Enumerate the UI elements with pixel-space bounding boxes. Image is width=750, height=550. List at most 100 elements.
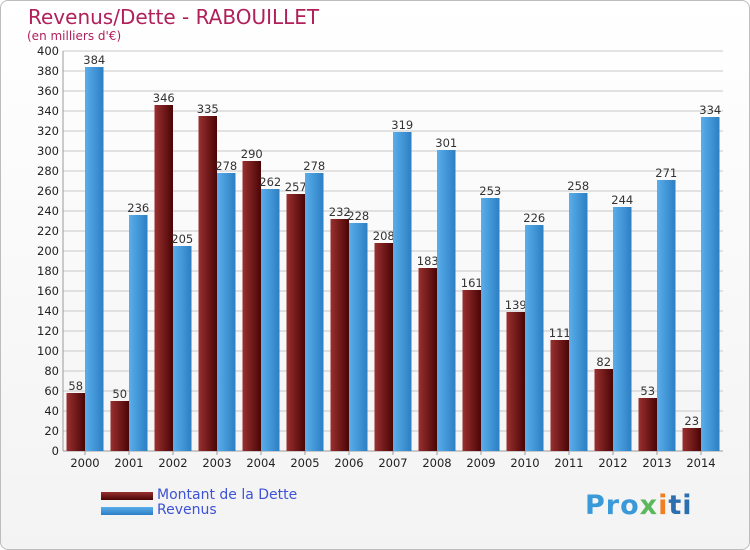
bar-revenus-2009 bbox=[481, 198, 500, 451]
bar-dette-2004 bbox=[242, 161, 261, 451]
y-tick-label: 100 bbox=[37, 344, 59, 358]
y-tick-label: 200 bbox=[37, 244, 59, 258]
data-label-revenus-2014: 334 bbox=[699, 103, 721, 117]
bar-dette-2006 bbox=[330, 219, 349, 451]
data-label-revenus-2002: 205 bbox=[171, 232, 193, 246]
bar-dette-2003 bbox=[198, 116, 217, 451]
x-tick-label: 2004 bbox=[246, 456, 275, 470]
bar-dette-2012 bbox=[594, 369, 613, 451]
x-tick-label: 2001 bbox=[114, 456, 143, 470]
y-tick-label: 180 bbox=[37, 264, 59, 278]
data-label-revenus-2008: 301 bbox=[435, 136, 457, 150]
data-label-dette-2002: 346 bbox=[153, 91, 175, 105]
y-axis-ticks: 0 20 40 60 80 100 120 140 160 180 200 220 240 260 280 3… bbox=[37, 44, 59, 458]
legend-label-revenus: Revenus bbox=[157, 502, 217, 518]
bar-revenus-2002 bbox=[173, 246, 192, 451]
bar-dette-2001 bbox=[110, 401, 129, 451]
bar-dette-2010 bbox=[506, 312, 525, 451]
x-tick-label: 2005 bbox=[290, 456, 319, 470]
data-label-revenus-2000: 384 bbox=[83, 53, 105, 67]
x-tick-label: 2003 bbox=[202, 456, 231, 470]
bar-revenus-2010 bbox=[525, 225, 544, 451]
bar-dette-2014 bbox=[682, 428, 701, 451]
y-tick-label: 380 bbox=[37, 64, 59, 78]
bar-revenus-2007 bbox=[393, 132, 412, 451]
data-label-dette-2006: 232 bbox=[329, 205, 351, 219]
y-tick-label: 340 bbox=[37, 104, 59, 118]
bar-dette-2013 bbox=[638, 398, 657, 451]
data-label-dette-2010: 139 bbox=[505, 298, 527, 312]
data-label-revenus-2011: 258 bbox=[567, 179, 589, 193]
data-label-revenus-2005: 278 bbox=[303, 159, 325, 173]
y-tick-label: 300 bbox=[37, 144, 59, 158]
bars: 58 384 50 236 346 205 335 278 290 262 257 278 232228… bbox=[66, 53, 721, 451]
y-tick-label: 220 bbox=[37, 224, 59, 238]
x-tick-label: 2010 bbox=[510, 456, 539, 470]
data-label-revenus-2013: 271 bbox=[655, 166, 677, 180]
x-tick-label: 2014 bbox=[686, 456, 715, 470]
x-tick-label: 2006 bbox=[334, 456, 363, 470]
bar-dette-2009 bbox=[462, 290, 481, 451]
y-tick-label: 240 bbox=[37, 204, 59, 218]
legend-label-dette: Montant de la Dette bbox=[157, 487, 298, 503]
bar-revenus-2012 bbox=[613, 207, 632, 451]
data-label-dette-2013: 53 bbox=[640, 384, 655, 398]
bar-dette-2000 bbox=[66, 393, 85, 451]
bar-revenus-2000 bbox=[85, 67, 104, 451]
y-tick-label: 140 bbox=[37, 304, 59, 318]
data-label-dette-2004: 290 bbox=[241, 147, 263, 161]
bar-revenus-2011 bbox=[569, 193, 588, 451]
data-label-dette-2000: 58 bbox=[68, 379, 83, 393]
data-label-revenus-2012: 244 bbox=[611, 193, 633, 207]
data-label-revenus-2007: 319 bbox=[391, 118, 413, 132]
bar-revenus-2008 bbox=[437, 150, 456, 451]
x-tick-label: 2008 bbox=[422, 456, 451, 470]
x-tick-label: 2000 bbox=[70, 456, 99, 470]
legend-swatch-revenus bbox=[101, 507, 153, 515]
bar-revenus-2004 bbox=[261, 189, 280, 451]
data-label-revenus-2009: 253 bbox=[479, 184, 501, 198]
y-tick-label: 0 bbox=[52, 444, 59, 458]
y-tick-label: 120 bbox=[37, 324, 59, 338]
y-tick-label: 400 bbox=[37, 44, 59, 58]
data-label-revenus-2010: 226 bbox=[523, 211, 545, 225]
data-label-revenus-2003: 278 bbox=[215, 159, 237, 173]
bar-revenus-2006 bbox=[349, 223, 368, 451]
bar-dette-2008 bbox=[418, 268, 437, 451]
data-label-dette-2008: 183 bbox=[417, 254, 439, 268]
bar-dette-2005 bbox=[286, 194, 305, 451]
bar-dette-2007 bbox=[374, 243, 393, 451]
x-tick-label: 2011 bbox=[554, 456, 583, 470]
data-label-dette-2007: 208 bbox=[373, 229, 395, 243]
legend-swatch-dette bbox=[101, 492, 153, 500]
x-tick-label: 2009 bbox=[466, 456, 495, 470]
y-tick-label: 20 bbox=[44, 424, 59, 438]
y-tick-label: 60 bbox=[44, 384, 59, 398]
y-tick-label: 360 bbox=[37, 84, 59, 98]
chart-subtitle: (en milliers d'€) bbox=[27, 29, 122, 43]
x-tick-label: 2012 bbox=[598, 456, 627, 470]
bar-revenus-2001 bbox=[129, 215, 148, 451]
x-axis-ticks: 2000 2001 2002 2003 2004 2005 2006 2007 2008 2009… bbox=[70, 451, 716, 470]
x-tick-label: 2002 bbox=[158, 456, 187, 470]
data-label-dette-2003: 335 bbox=[197, 102, 219, 116]
bar-dette-2011 bbox=[550, 340, 569, 451]
bar-revenus-2013 bbox=[657, 180, 676, 451]
data-label-dette-2009: 161 bbox=[461, 276, 483, 290]
y-tick-label: 260 bbox=[37, 184, 59, 198]
y-tick-label: 320 bbox=[37, 124, 59, 138]
x-tick-label: 2007 bbox=[378, 456, 407, 470]
data-label-dette-2014: 23 bbox=[684, 414, 699, 428]
y-tick-label: 160 bbox=[37, 284, 59, 298]
x-tick-label: 2013 bbox=[642, 456, 671, 470]
data-label-dette-2011: 111 bbox=[549, 326, 571, 340]
bar-revenus-2005 bbox=[305, 173, 324, 451]
data-label-dette-2005: 257 bbox=[285, 180, 307, 194]
data-label-dette-2012: 82 bbox=[596, 355, 611, 369]
data-label-revenus-2001: 236 bbox=[127, 201, 149, 215]
data-label-revenus-2006: 228 bbox=[347, 209, 369, 223]
bar-revenus-2003 bbox=[217, 173, 236, 451]
y-tick-label: 40 bbox=[44, 404, 59, 418]
y-tick-label: 280 bbox=[37, 164, 59, 178]
